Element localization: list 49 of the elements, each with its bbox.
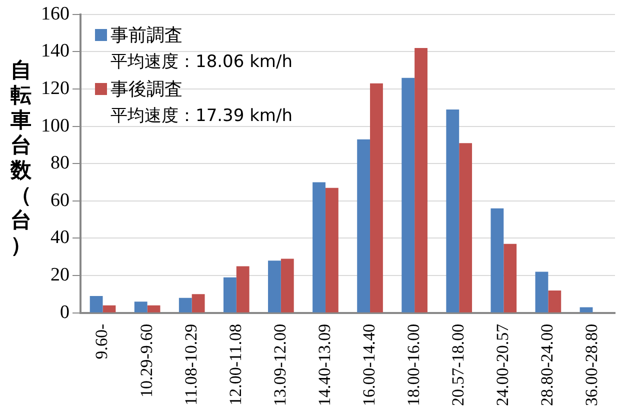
x-tick-label: 12.00-11.08 bbox=[226, 324, 245, 406]
bar bbox=[192, 294, 205, 312]
x-tick-label: 36.00-28.80 bbox=[582, 324, 602, 406]
x-tick-label: 13.09-12.00 bbox=[270, 324, 290, 406]
bar bbox=[580, 307, 593, 312]
y-tick-label: 100 bbox=[41, 115, 70, 136]
y-tick-label: 140 bbox=[41, 40, 70, 62]
y-tick-label: 60 bbox=[50, 190, 70, 211]
y-tick-label: 0 bbox=[60, 302, 70, 323]
x-tick-label: 28.80-24.00 bbox=[538, 324, 557, 406]
bar bbox=[102, 305, 116, 312]
y-tick-label: 20 bbox=[50, 264, 70, 286]
bar bbox=[325, 188, 338, 312]
bar bbox=[548, 290, 562, 312]
x-tick-label: 16.00-14.40 bbox=[359, 324, 378, 406]
x-tick-label: 9.60- bbox=[92, 324, 112, 360]
y-tick-label: 80 bbox=[50, 152, 70, 174]
x-tick-label: 18.00-16.00 bbox=[404, 324, 424, 406]
bar bbox=[414, 48, 428, 312]
bar bbox=[490, 208, 504, 312]
legend-label: 事前調査 bbox=[110, 24, 182, 48]
bar bbox=[268, 260, 281, 312]
annotation: 平均速度：18.06 km/h bbox=[110, 51, 292, 74]
x-tick-label: 20.57-18.00 bbox=[448, 324, 468, 406]
bar bbox=[280, 258, 294, 312]
bar bbox=[504, 244, 517, 312]
bar bbox=[147, 305, 160, 312]
x-tick-label: 11.08-10.29 bbox=[181, 324, 200, 406]
bar bbox=[134, 302, 148, 312]
bar bbox=[236, 266, 250, 312]
legend-label: 事後調査 bbox=[110, 78, 182, 102]
bar bbox=[402, 78, 415, 312]
annotation: 平均速度：17.39 km/h bbox=[110, 105, 292, 128]
bar bbox=[357, 139, 370, 312]
y-tick-label: 120 bbox=[41, 78, 70, 99]
x-tick-label: 10.29-9.60 bbox=[136, 324, 156, 398]
x-tick-label: 24.00-20.57 bbox=[493, 323, 512, 406]
y-tick-label: 160 bbox=[41, 3, 70, 24]
x-tick-label: 14.40-13.09 bbox=[314, 324, 334, 406]
bar bbox=[90, 296, 103, 312]
bar bbox=[312, 182, 326, 312]
bar bbox=[370, 83, 383, 312]
bar bbox=[459, 143, 472, 312]
bar bbox=[223, 277, 236, 312]
y-axis-title: 自転車台数（台） bbox=[9, 58, 32, 258]
y-tick-label: 40 bbox=[50, 227, 70, 248]
bar bbox=[535, 272, 548, 312]
bar bbox=[178, 298, 192, 312]
bar bbox=[446, 110, 460, 312]
